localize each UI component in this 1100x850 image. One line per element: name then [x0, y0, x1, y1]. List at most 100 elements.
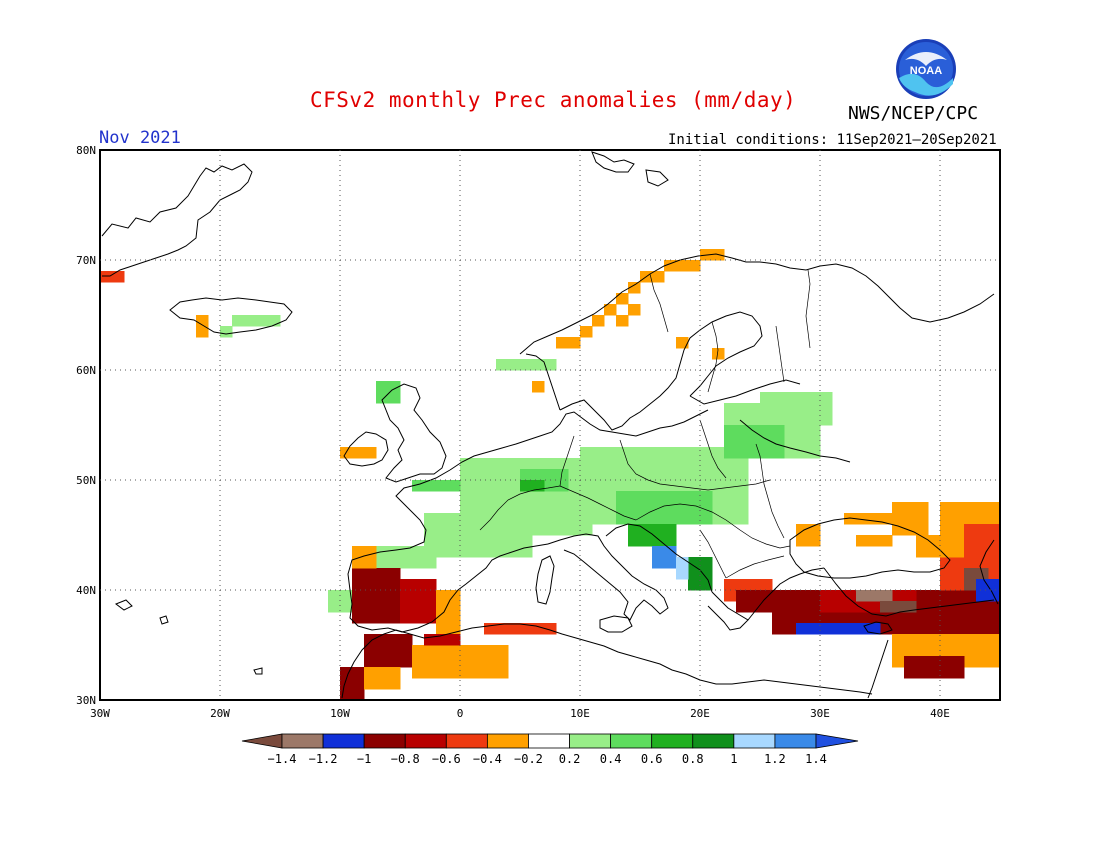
anomaly-cell [556, 337, 569, 349]
lat-label: 30N [76, 694, 96, 707]
anomaly-cell [664, 513, 677, 525]
noaa-logo-icon: NOAA [896, 39, 956, 99]
anomaly-cell [736, 502, 749, 514]
anomaly-cell [724, 590, 737, 602]
anomaly-cell [808, 590, 821, 602]
anomaly-cell [400, 579, 413, 591]
anomaly-cell [892, 524, 905, 536]
anomaly-cell [448, 634, 461, 646]
anomaly-cell [652, 491, 665, 503]
anomaly-cell [352, 612, 365, 624]
anomaly-cell [988, 568, 1001, 580]
anomaly-cell [856, 601, 869, 613]
anomaly-cell [856, 612, 869, 624]
anomaly-cell [580, 458, 593, 470]
anomaly-cell [952, 513, 965, 525]
anomaly-cell [376, 601, 389, 613]
anomaly-cell [352, 590, 365, 602]
anomaly-cell [460, 480, 473, 492]
anomaly-cell [436, 524, 449, 536]
anomaly-cell [616, 447, 629, 459]
anomaly-cell [424, 601, 437, 613]
anomaly-cell [640, 513, 653, 525]
anomaly-cell [508, 623, 521, 635]
anomaly-cell [448, 546, 461, 558]
anomaly-cell [364, 447, 377, 459]
anomaly-cell [472, 656, 485, 668]
anomaly-cell [976, 546, 989, 558]
anomaly-cell [484, 656, 497, 668]
anomaly-cell [436, 590, 449, 602]
anomaly-cell [508, 469, 521, 481]
anomaly-cell [376, 579, 389, 591]
anomaly-cell [760, 447, 773, 459]
anomaly-cell [544, 469, 557, 481]
anomaly-cell [460, 645, 473, 657]
anomaly-cell [496, 645, 509, 657]
colorbar-swatch [445, 733, 488, 749]
anomaly-cell [688, 260, 701, 272]
anomaly-cell [796, 392, 809, 404]
anomaly-cell [676, 502, 689, 514]
anomaly-cell [424, 557, 437, 569]
anomaly-cell [784, 403, 797, 415]
anomaly-cell [652, 557, 665, 569]
colorbar-max-arrow [815, 733, 859, 749]
anomaly-cell [700, 568, 713, 580]
anomaly-cell [496, 491, 509, 503]
anomaly-cell [496, 656, 509, 668]
anomaly-cell [688, 480, 701, 492]
anomaly-cell [892, 601, 905, 613]
anomaly-cell [676, 491, 689, 503]
anomaly-cell [580, 524, 593, 536]
anomaly-cell [712, 480, 725, 492]
anomaly-cell [712, 491, 725, 503]
anomaly-cell [580, 513, 593, 525]
anomaly-cell [856, 623, 869, 635]
anomaly-cell [940, 612, 953, 624]
anomaly-cell [388, 546, 401, 558]
lon-label: 0 [457, 707, 464, 720]
anomaly-cell [568, 513, 581, 525]
anomaly-cell [616, 293, 629, 305]
anomaly-cell [532, 623, 545, 635]
anomaly-cell [424, 667, 437, 679]
anomaly-cell [688, 447, 701, 459]
anomaly-cell [412, 557, 425, 569]
anomaly-cell [952, 524, 965, 536]
anomaly-cell [508, 480, 521, 492]
anomaly-cell [628, 282, 641, 294]
anomaly-cell [904, 634, 917, 646]
anomaly-cell [460, 524, 473, 536]
anomaly-cell [724, 425, 737, 437]
anomaly-cell [772, 623, 785, 635]
anomaly-cell [520, 546, 533, 558]
anomaly-cell [772, 403, 785, 415]
anomaly-cell [832, 612, 845, 624]
anomaly-cell [436, 656, 449, 668]
anomaly-cell [700, 447, 713, 459]
colorbar-swatch [733, 733, 776, 749]
anomaly-cell [796, 414, 809, 426]
anomaly-cell [724, 458, 737, 470]
anomaly-cell [880, 601, 893, 613]
anomaly-cell [640, 480, 653, 492]
anomaly-cell [736, 403, 749, 415]
anomaly-cell [520, 491, 533, 503]
anomaly-cell [736, 579, 749, 591]
anomaly-cell [484, 513, 497, 525]
anomaly-cell [616, 513, 629, 525]
anomaly-cell [604, 304, 617, 316]
anomaly-cell [400, 590, 413, 602]
anomaly-cell [448, 623, 461, 635]
colorbar-swatch [363, 733, 406, 749]
anomaly-cell [904, 645, 917, 657]
anomaly-cell [376, 634, 389, 646]
anomaly-cell [436, 535, 449, 547]
anomaly-cell [484, 645, 497, 657]
anomaly-cell [880, 612, 893, 624]
anomaly-cell [748, 403, 761, 415]
anomaly-cell [652, 524, 665, 536]
anomaly-cell [940, 557, 953, 569]
anomaly-cell [868, 601, 881, 613]
